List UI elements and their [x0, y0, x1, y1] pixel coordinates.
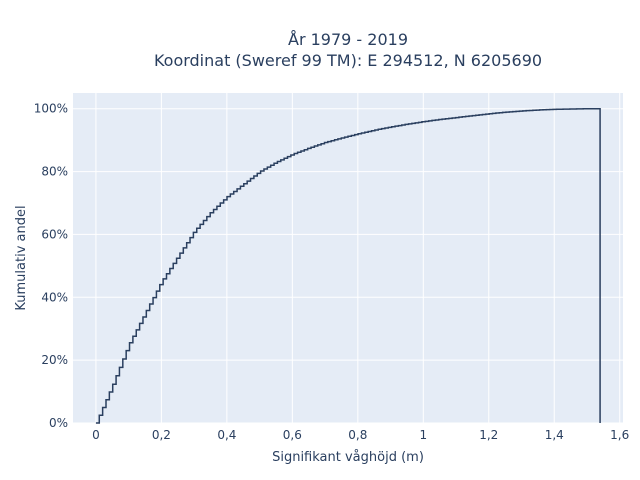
plot-area: [73, 93, 623, 423]
y-tick-label: 40%: [41, 290, 68, 304]
x-tick-label: 0,8: [348, 428, 367, 442]
x-tick-label: 0,4: [217, 428, 236, 442]
x-tick-label: 1,6: [610, 428, 629, 442]
x-tick-label: 1: [419, 428, 427, 442]
x-axis-title: Signifikant våghöjd (m): [272, 450, 424, 465]
chart-title: År 1979 - 2019: [288, 30, 408, 49]
x-tick-label: 0: [92, 428, 100, 442]
y-tick-label: 100%: [34, 102, 68, 116]
x-tick-label: 0,6: [283, 428, 302, 442]
y-tick-label: 60%: [41, 227, 68, 241]
grid-layer: [73, 93, 623, 424]
x-tick-label: 1,4: [545, 428, 564, 442]
series-layer: [95, 107, 601, 424]
tick-layer: 0 0,2 0,4 0,6 0,8 1 1,2 1,4 1,6 0% 20% 40% 60% 80% 100…: [34, 102, 630, 442]
chart-subtitle: Koordinat (Sweref 99 TM): E 294512, N 62…: [154, 51, 542, 70]
y-tick-label: 80%: [41, 165, 68, 179]
y-axis-title: Kumulativ andel: [14, 205, 29, 310]
y-tick-label: 0%: [49, 416, 68, 430]
y-tick-label: 20%: [41, 353, 68, 367]
x-tick-label: 1,2: [479, 428, 498, 442]
x-tick-label: 0,2: [152, 428, 171, 442]
cumulative-step-line: [95, 107, 601, 424]
